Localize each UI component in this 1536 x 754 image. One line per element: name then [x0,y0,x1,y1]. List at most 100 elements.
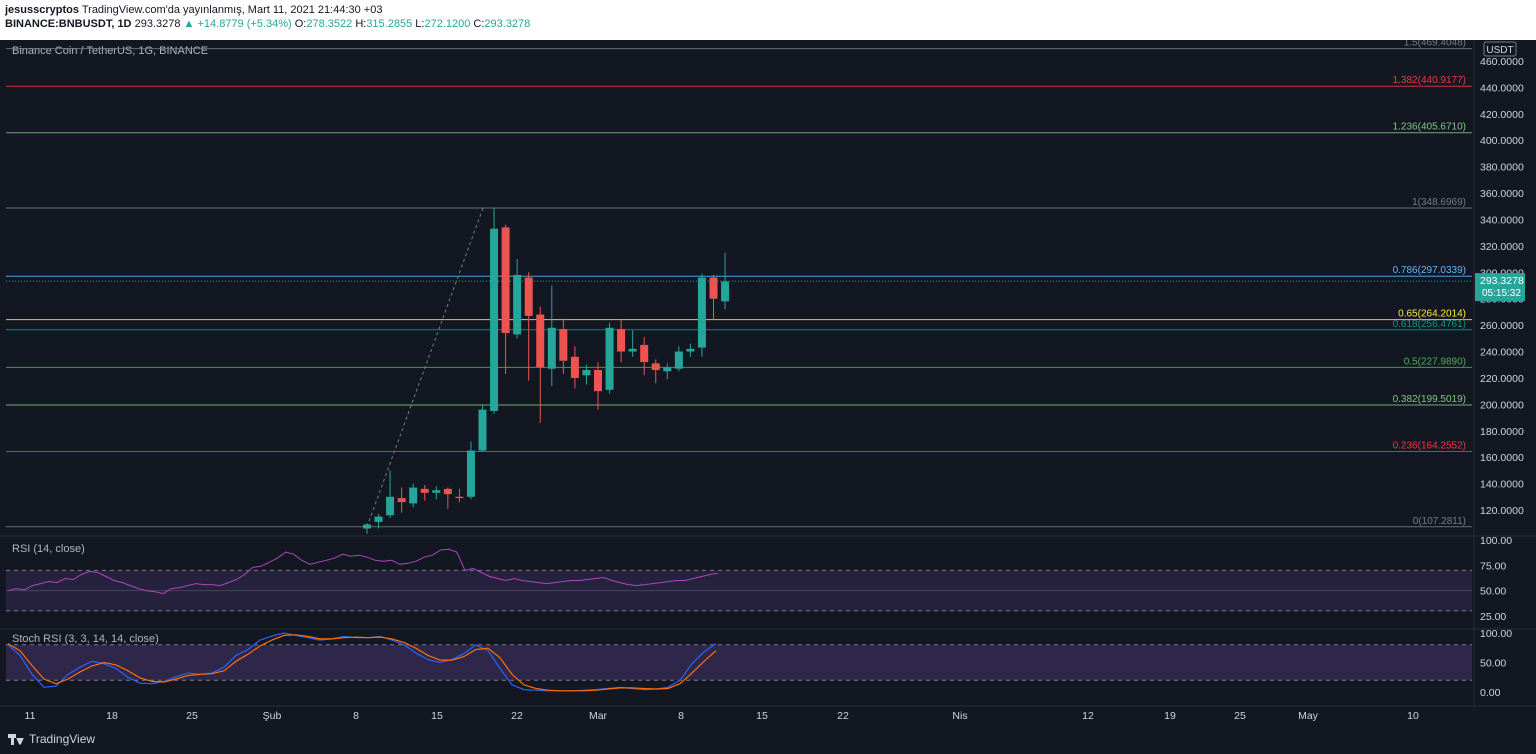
time-tick-label: Mar [589,710,608,722]
price-tick-label: 460.0000 [1480,56,1524,68]
time-tick-label: 19 [1164,710,1176,722]
candle-body [478,409,487,451]
fib-level-label: 1(348.6969) [1412,197,1466,208]
candle-body [455,496,464,499]
price-tick-label: 160.0000 [1480,452,1524,464]
candle-body [386,496,395,516]
footer: TradingView [0,724,1536,754]
price-tick-label: 440.0000 [1480,82,1524,94]
symbol-label[interactable]: BINANCE:BNBUSDT, 1D [5,18,132,30]
open-label: O: [294,18,307,30]
candle-body [397,498,406,503]
price-tick-label: 200.0000 [1480,399,1524,411]
rsi-tick-label: 75.00 [1480,560,1506,572]
time-tick-label: Şub [263,710,282,722]
candle-body [640,344,649,363]
fib-level-label: 0.5(227.9890) [1404,356,1466,367]
rsi-title: RSI (14, close) [12,543,85,555]
time-tick-label: 11 [25,710,36,722]
open-value: 278.3522 [306,18,353,30]
stoch-tick-label: 50.00 [1480,658,1506,670]
price-tick-label: 140.0000 [1480,479,1524,491]
candle-body [501,227,510,334]
candle-body [536,314,545,368]
fib-level-label: 1.382(440.9177) [1393,75,1466,86]
time-tick-label: 15 [431,710,443,722]
price-tick-label: 340.0000 [1480,214,1524,226]
candle-body [443,488,452,495]
time-tick-label: Nis [952,710,967,722]
tradingview-brand[interactable]: TradingView [8,732,95,746]
candle-body [697,277,706,348]
stoch-band [6,644,1472,681]
candle-body [547,327,556,369]
price-chart[interactable]: Binance Coin / TetherUS, 1G, BINANCE USDT… [0,40,1536,724]
fib-level-label: 1.236(405.6710) [1393,122,1466,133]
price-tick-label: 380.0000 [1480,162,1524,174]
price-tick-label: 240.0000 [1480,347,1524,359]
close-label: C: [473,18,485,30]
candle-body [513,274,522,335]
time-tick-label: May [1298,710,1319,722]
time-tick-label: 22 [837,710,849,722]
candle-body [559,329,568,361]
time-tick-label: 10 [1407,710,1419,722]
time-tick-label: 8 [353,710,359,722]
price-tick-label: 260.0000 [1480,320,1524,332]
stoch-d-line [7,634,717,692]
price-tick-label: 120.0000 [1480,505,1524,517]
candle-body [420,488,429,493]
candle-body [490,228,499,411]
author-name[interactable]: jesusscryptos [5,4,79,16]
candle-body [524,277,533,316]
candle-body [663,367,672,372]
candle-body [594,370,602,392]
author-line: jesusscryptos TradingView.com'da yayınla… [5,4,382,16]
candle-body [363,524,371,529]
candle-body [686,348,695,352]
candle-body [628,348,637,352]
fib-level-label: 0.236(164.2552) [1393,441,1466,452]
price-tick-label: 220.0000 [1480,373,1524,385]
fib-level-label: 1.5(469.4048) [1404,40,1466,49]
price-tick-label: 400.0000 [1480,135,1524,147]
candle-body [674,351,683,369]
price-tick-label: 320.0000 [1480,241,1524,253]
fib-level-label: 0.65(264.2014) [1398,309,1466,320]
brand-name: TradingView [29,732,96,746]
last-price-tag [1475,273,1525,302]
candle-body [651,363,660,371]
rsi-line [7,548,719,595]
fib-level-label: 0(107.2811) [1413,516,1466,527]
low-label: L: [415,18,425,30]
time-tick-label: 22 [511,710,523,722]
time-tick-label: 12 [1082,710,1094,722]
fib-level-label: 0.786(297.0339) [1393,265,1466,276]
candle-body [409,487,418,504]
published-text: TradingView.com'da yayınlanmış, Mart 11,… [81,4,383,16]
rsi-tick-label: 25.00 [1480,611,1506,623]
candle-body [374,516,383,522]
candle-body [570,356,579,378]
price-tick-label: 180.0000 [1480,426,1524,438]
time-tick-label: 18 [106,710,118,722]
last-price: 293.3278 [134,18,181,30]
candle-body [721,281,730,302]
price-change: ▲ +14.8779 (+5.34%) [183,18,292,30]
chart-title: Binance Coin / TetherUS, 1G, BINANCE [12,45,208,57]
close-value: 293.3278 [484,18,531,30]
candle-body [466,450,475,497]
time-tick-label: 15 [756,710,768,722]
candle-body [617,329,626,352]
rsi-tick-label: 50.00 [1480,586,1506,598]
low-value: 272.1200 [424,18,471,30]
fib-level-label: 0.382(199.5019) [1393,394,1466,405]
candle-body [709,277,718,299]
rsi-band [6,570,1472,611]
tradingview-logo-icon [8,733,24,745]
time-tick-label: 8 [678,710,684,722]
time-tick-label: 25 [186,710,198,722]
time-tick-label: 25 [1234,710,1246,722]
candle-body [605,327,614,390]
fib-level-label: 0.618(256.4761) [1393,319,1466,330]
